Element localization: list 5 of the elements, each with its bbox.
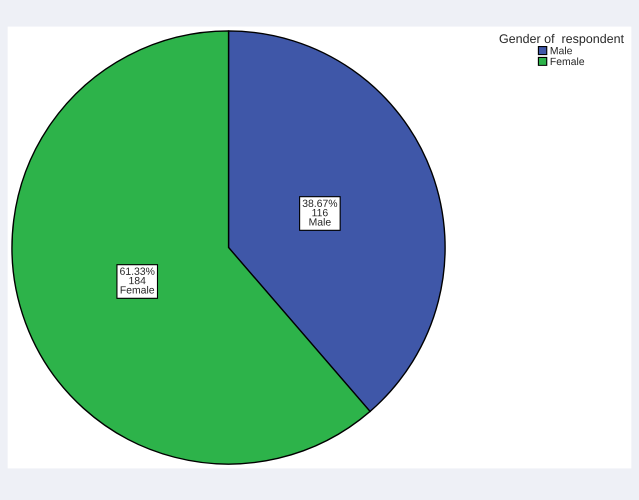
data-label: 61.33% 184 Female [120, 268, 155, 294]
legend-label: Female [550, 57, 584, 66]
legend-title: Gender of respondent [500, 34, 624, 46]
data-label: 38.67% 116 Male [302, 200, 338, 226]
legend-label: Male [550, 46, 572, 54]
